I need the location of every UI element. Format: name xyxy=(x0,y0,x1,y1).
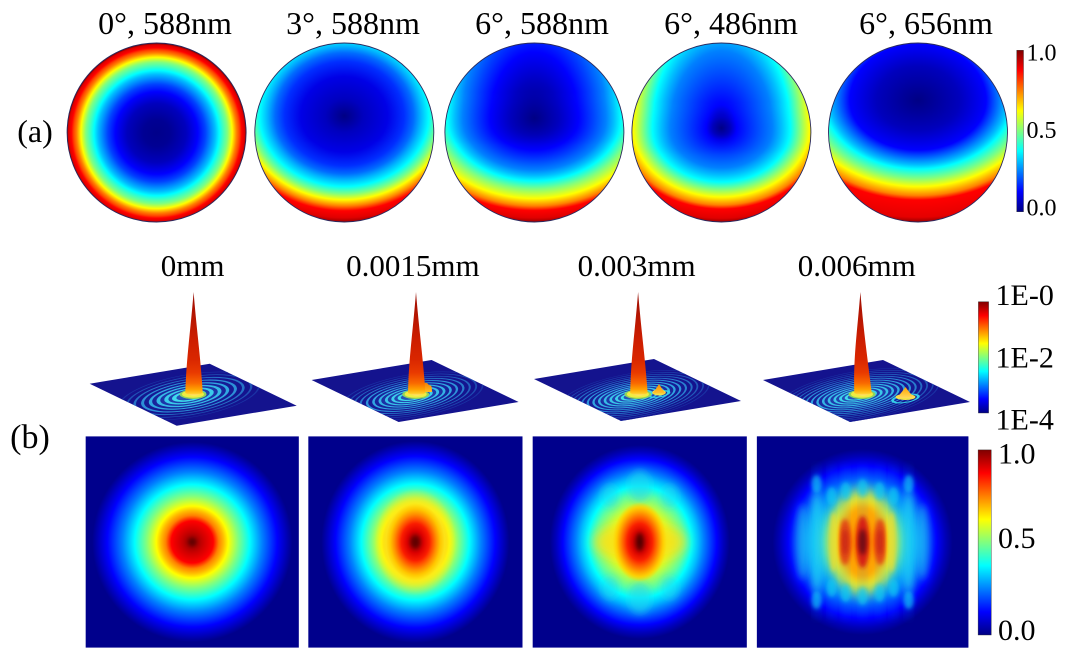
svg-text:0.5: 0.5 xyxy=(1027,118,1057,144)
svg-text:6°, 588nm: 6°, 588nm xyxy=(475,5,609,41)
svg-text:(b): (b) xyxy=(10,419,50,456)
svg-text:0°, 588nm: 0°, 588nm xyxy=(98,5,232,41)
svg-text:6°, 486nm: 6°, 486nm xyxy=(664,5,798,41)
svg-text:1E-4: 1E-4 xyxy=(996,404,1054,437)
svg-text:3°, 588nm: 3°, 588nm xyxy=(286,5,420,41)
svg-text:6°, 656nm: 6°, 656nm xyxy=(859,5,993,41)
svg-text:0.0: 0.0 xyxy=(1027,196,1057,222)
svg-text:1E-2: 1E-2 xyxy=(996,341,1054,374)
svg-text:0.003mm: 0.003mm xyxy=(578,248,696,283)
svg-text:0.0015mm: 0.0015mm xyxy=(346,248,479,283)
svg-text:1.0: 1.0 xyxy=(998,438,1036,471)
svg-text:(a): (a) xyxy=(17,113,53,149)
svg-text:1E-0: 1E-0 xyxy=(996,279,1054,312)
svg-text:1.0: 1.0 xyxy=(1027,41,1057,67)
svg-text:0.0: 0.0 xyxy=(998,614,1036,647)
svg-text:0.5: 0.5 xyxy=(998,522,1036,555)
svg-text:0mm: 0mm xyxy=(161,248,225,283)
svg-text:0.006mm: 0.006mm xyxy=(798,248,916,283)
